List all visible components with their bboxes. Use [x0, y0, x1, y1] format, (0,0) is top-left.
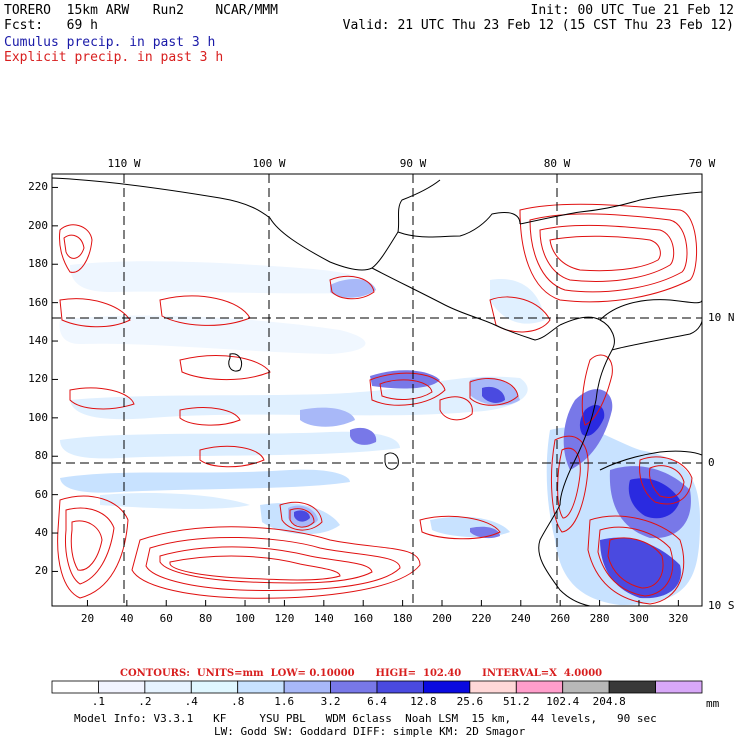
- legend-swatch: [237, 680, 285, 694]
- x-tick-label: 140: [313, 612, 334, 625]
- legend-label: 12.8: [410, 695, 437, 708]
- y-tick-label: 160: [28, 295, 48, 309]
- y-tick-label: 20: [34, 564, 48, 578]
- lon-label: 70 W: [688, 157, 716, 170]
- lon-label: 80 W: [543, 157, 571, 170]
- coastlines: [52, 177, 702, 606]
- legend-label: 6.4: [367, 695, 387, 708]
- map-frame: [51, 173, 703, 607]
- legend-swatch: [98, 680, 146, 694]
- legend-swatch: [515, 680, 564, 694]
- x-tick-label: 260: [550, 612, 571, 625]
- explicit-precip-contours: [57, 203, 698, 605]
- y-tick-label: 200: [28, 218, 48, 232]
- x-tick-label: 240: [510, 612, 531, 625]
- y-tick-label: 100: [28, 410, 48, 424]
- y-tick-label: 120: [28, 372, 48, 386]
- legend-label: 102.4: [546, 695, 580, 708]
- legend-swatch: [562, 680, 610, 694]
- x-tick-label: 60: [159, 612, 173, 625]
- x-tick-label: 320: [668, 612, 689, 625]
- legend-label: 3.2: [320, 695, 341, 708]
- header-valid-time: Valid: 21 UTC Thu 23 Feb 12 (15 CST Thu …: [342, 18, 734, 33]
- legend-swatch: [51, 680, 99, 694]
- legend-swatch: [144, 680, 192, 694]
- legend-label: 51.2: [503, 695, 530, 708]
- y-tick-label: 220: [28, 180, 48, 194]
- cumulus-precip-shading: [59, 261, 700, 605]
- x-tick-label: 180: [392, 612, 413, 625]
- lon-label: 90 W: [399, 157, 427, 170]
- lat-lon-grid: [52, 174, 702, 606]
- legend-swatch: [330, 680, 378, 694]
- y-tick-label: 80: [34, 449, 48, 463]
- legend-swatch: [608, 680, 656, 694]
- y-tick-label: 40: [34, 526, 48, 540]
- legend-swatch: [190, 680, 239, 694]
- precip-color-legend: [51, 680, 703, 694]
- legend-label: .4: [184, 695, 198, 708]
- legend-label: 1.6: [274, 695, 295, 708]
- legend-swatch: [469, 680, 517, 694]
- cumulus-precip-label: Cumulus precip. in past 3 h: [4, 35, 216, 50]
- x-tick-label: 280: [589, 612, 610, 625]
- x-tick-label: 200: [432, 612, 452, 625]
- explicit-precip-label: Explicit precip. in past 3 h: [4, 50, 224, 65]
- legend-label: 204.8: [592, 695, 626, 708]
- x-tick-label: 120: [274, 612, 295, 625]
- x-tick-label: 40: [120, 612, 134, 625]
- header-init-time: Init: 00 UTC Tue 21 Feb 12: [530, 3, 735, 18]
- legend-swatch: [376, 680, 424, 694]
- y-tick-label: 140: [28, 334, 48, 348]
- legend-label: 25.6: [456, 695, 484, 708]
- x-tick-label: 20: [80, 612, 95, 625]
- lon-label: 110 W: [107, 157, 141, 170]
- axis-ticks: [52, 186, 679, 606]
- y-tick-label: 60: [34, 487, 48, 501]
- lat-label: 10 S: [708, 599, 735, 612]
- legend-label: .2: [138, 695, 152, 708]
- legend-label: .8: [231, 695, 245, 708]
- x-tick-label: 100: [235, 612, 255, 625]
- model-info-line2: LW: Godd SW: Goddard DIFF: simple KM: 2D…: [214, 725, 526, 738]
- x-tick-label: 80: [199, 612, 213, 625]
- header-forecast-hour: Fcst: 69 h: [4, 18, 98, 33]
- x-tick-label: 300: [629, 612, 649, 625]
- y-tick-label: 180: [28, 257, 48, 271]
- legend-label: .1: [91, 695, 106, 708]
- lon-label: 100 W: [252, 157, 286, 170]
- legend-swatch: [283, 680, 331, 694]
- legend-swatch: [655, 680, 703, 694]
- contour-info: CONTOURS: UNITS=mm LOW= 0.10000 HIGH= 10…: [120, 668, 603, 679]
- x-tick-label: 160: [353, 612, 374, 625]
- legend-unit: mm: [706, 697, 720, 710]
- header-model-title: TORERO 15km ARW Run2 NCAR/MMM: [4, 3, 278, 18]
- legend-swatch: [423, 680, 471, 694]
- model-info-line1: Model Info: V3.3.1 KF YSU PBL WDM 6class…: [74, 712, 657, 725]
- lat-label: 0: [708, 456, 715, 469]
- x-tick-label: 220: [471, 612, 492, 625]
- lat-label: 10 N: [708, 311, 735, 324]
